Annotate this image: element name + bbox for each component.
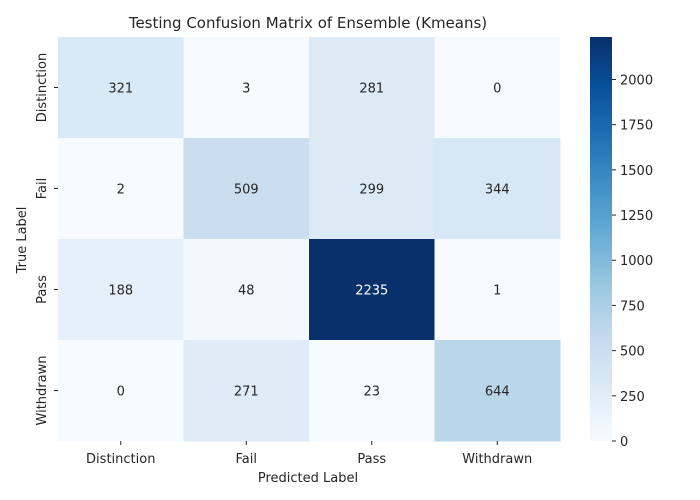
x-tick-label: Distinction	[86, 452, 155, 467]
y-axis-ticks: Distinction Fail Pass Withdrawn	[35, 53, 58, 426]
y-tick-label: Fail	[35, 178, 50, 199]
heatmap-cell	[58, 138, 184, 240]
chart-title: Testing Confusion Matrix of Ensemble (Km…	[128, 14, 487, 32]
cell-value-label: 3	[242, 82, 250, 97]
heatmap-cell	[58, 37, 184, 139]
x-tick-label: Pass	[357, 452, 386, 467]
heatmap-cell	[183, 340, 310, 442]
cell-value-label: 188	[108, 284, 133, 299]
y-tick-label: Withdrawn	[35, 356, 50, 426]
colorbar-gradient	[590, 37, 612, 441]
heatmap-cell	[309, 138, 435, 240]
heatmap-cell	[183, 37, 310, 139]
colorbar-tick-label: 1750	[620, 119, 653, 134]
cell-value-label: 48	[238, 284, 255, 299]
y-axis-label: True Label	[15, 207, 30, 275]
cell-value-label: 0	[117, 385, 125, 400]
heatmap-cells: 321 3 281 0 2 509 299 344 188 48 2235 1 0 271 23 644	[58, 37, 561, 442]
colorbar-tick-label: 250	[620, 390, 645, 405]
colorbar-tick-label: 750	[620, 299, 645, 314]
cell-value-label: 281	[359, 82, 384, 97]
cell-value-label: 509	[234, 183, 259, 198]
colorbar-tick-label: 1000	[620, 254, 653, 269]
cell-value-label: 644	[485, 385, 510, 400]
x-axis-label: Predicted Label	[258, 471, 358, 486]
cell-value-label: 271	[234, 385, 259, 400]
cell-value-label: 1	[493, 284, 501, 299]
cell-value-label: 2235	[355, 284, 388, 299]
heatmap-cell	[434, 340, 561, 442]
heatmap-cell	[58, 239, 184, 341]
heatmap-cell	[309, 340, 435, 442]
colorbar: 0 250 500 750 1000 1250 1500 1750 2000	[590, 37, 653, 450]
heatmap-cell	[183, 239, 310, 341]
heatmap-cell	[434, 138, 561, 240]
cell-value-label: 23	[363, 385, 380, 400]
cell-value-label: 0	[493, 82, 501, 97]
x-axis-ticks: Distinction Fail Pass Withdrawn	[86, 441, 532, 467]
heatmap-cell	[309, 37, 435, 139]
x-tick-label: Withdrawn	[462, 452, 532, 467]
cell-value-label: 321	[108, 82, 133, 97]
x-tick-label: Fail	[236, 452, 257, 467]
heatmap-cell	[58, 340, 184, 442]
heatmap-cell	[434, 239, 561, 341]
cell-value-label: 299	[359, 183, 384, 198]
colorbar-tick-label: 500	[620, 345, 645, 360]
colorbar-tick-label: 1250	[620, 209, 653, 224]
colorbar-tick-label: 0	[620, 435, 628, 450]
heatmap-cell	[434, 37, 561, 139]
cell-value-label: 344	[485, 183, 510, 198]
heatmap-cell	[183, 138, 310, 240]
heatmap-cell	[309, 239, 435, 341]
colorbar-tick-label: 1500	[620, 164, 653, 179]
y-tick-label: Pass	[35, 275, 50, 304]
colorbar-tick-label: 2000	[620, 73, 653, 88]
y-tick-label: Distinction	[35, 53, 50, 122]
cell-value-label: 2	[117, 183, 125, 198]
